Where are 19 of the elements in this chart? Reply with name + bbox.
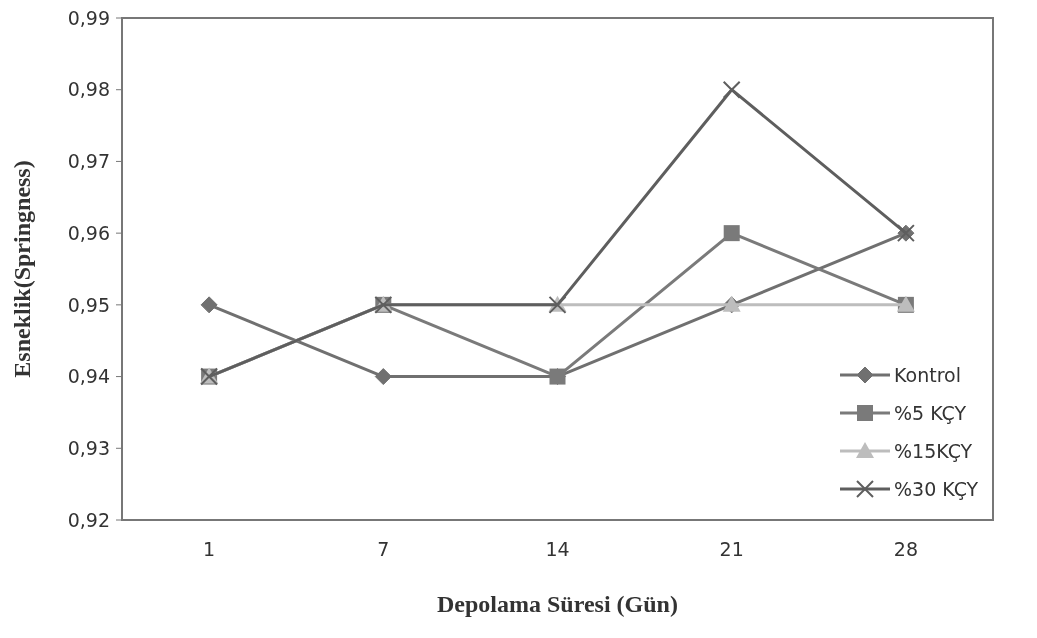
- x-axis-title: Depolama Süresi (Gün): [437, 591, 678, 617]
- y-axis-title: Esneklik(Springness): [9, 160, 35, 378]
- y-tick-label: 0,94: [67, 365, 110, 388]
- y-tick-label: 0,96: [67, 221, 110, 244]
- legend-label: Kontrol: [894, 363, 961, 386]
- x-tick-label: 21: [719, 538, 744, 560]
- legend-label: %30 KÇY: [894, 477, 979, 500]
- y-tick-label: 0,92: [67, 508, 110, 531]
- y-tick-label: 0,93: [67, 436, 110, 459]
- y-tick-label: 0,99: [67, 6, 110, 29]
- x-tick-label: 28: [893, 538, 918, 560]
- y-tick-label: 0,97: [67, 150, 110, 173]
- x-tick-label: 1: [203, 538, 216, 560]
- x-tick-label: 14: [545, 538, 570, 560]
- legend-label: %15KÇY: [894, 439, 973, 462]
- y-tick-label: 0,98: [67, 78, 110, 101]
- y-tick-label: 0,95: [67, 293, 110, 316]
- legend-label: %5 KÇY: [894, 401, 967, 424]
- x-tick-label: 7: [377, 538, 390, 560]
